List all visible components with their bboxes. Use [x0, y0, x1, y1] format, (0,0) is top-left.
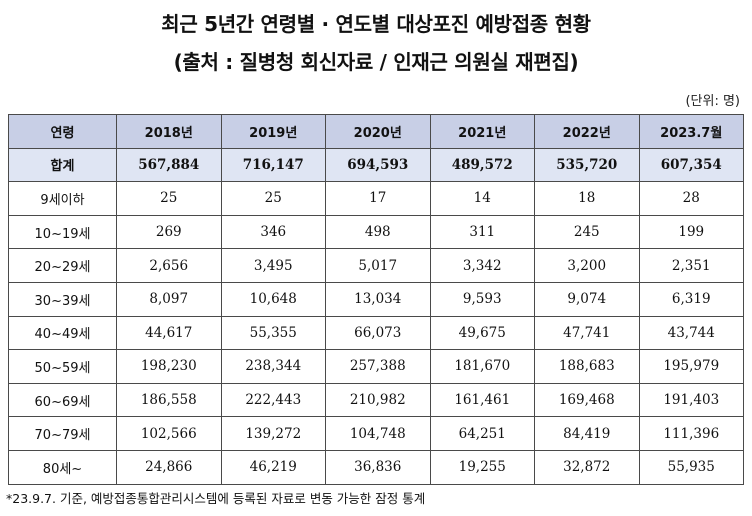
age-group-cell: 20~29세	[8, 248, 117, 283]
count-cell: 17	[325, 181, 431, 216]
count-cell: 210,982	[325, 382, 431, 418]
table-row: 30~39세 8,097 10,648 13,034 9,593 9,074 6,319	[8, 281, 744, 317]
count-cell: 186,558	[116, 382, 222, 418]
vaccination-table: 연령 2018년 2019년 2020년 2021년 2022년 2023.7월…	[8, 114, 744, 485]
source-subtitle: (출처 : 질병청 회신자료 / 인재근 의원실 재편집)	[173, 50, 579, 74]
count-cell: 111,396	[638, 416, 744, 451]
count-cell: 6,319	[638, 281, 744, 317]
total-cell: 567,884	[116, 147, 222, 183]
count-cell: 245	[534, 214, 640, 250]
count-cell: 188,683	[534, 349, 640, 384]
age-group-cell: 9세이하	[8, 181, 117, 216]
count-cell: 49,675	[429, 315, 535, 351]
count-cell: 181,670	[429, 349, 535, 384]
table-row: 40~49세 44,617 55,355 66,073 49,675 47,741 43,7…	[8, 315, 744, 351]
count-cell: 169,468	[534, 382, 640, 418]
total-cell: 535,720	[534, 147, 640, 183]
count-cell: 498	[325, 214, 431, 250]
count-cell: 44,617	[116, 315, 222, 351]
header-2022: 2022년	[534, 114, 640, 149]
count-cell: 25	[116, 181, 222, 216]
count-cell: 269	[116, 214, 222, 250]
count-cell: 195,979	[638, 349, 744, 384]
count-cell: 139,272	[220, 416, 326, 451]
count-cell: 19,255	[429, 449, 535, 485]
header-2021: 2021년	[429, 114, 535, 149]
header-age: 연령	[8, 114, 117, 149]
total-cell: 489,572	[429, 147, 535, 183]
count-cell: 18	[534, 181, 640, 216]
count-cell: 47,741	[534, 315, 640, 351]
table-row: 70~79세 102,566 139,272 104,748 64,251 84,419 1…	[8, 416, 744, 451]
count-cell: 46,219	[220, 449, 326, 485]
table-row: 10~19세 269 346 498 311 245 199	[8, 214, 744, 250]
count-cell: 102,566	[116, 416, 222, 451]
header-2020: 2020년	[325, 114, 431, 149]
count-cell: 43,744	[638, 315, 744, 351]
page-title: 최근 5년간 연령별 · 연도별 대상포진 예방접종 현황	[161, 12, 591, 36]
table-row: 20~29세 2,656 3,495 5,017 3,342 3,200 2,351	[8, 248, 744, 283]
count-cell: 238,344	[220, 349, 326, 384]
count-cell: 64,251	[429, 416, 535, 451]
count-cell: 55,355	[220, 315, 326, 351]
count-cell: 2,351	[638, 248, 744, 283]
count-cell: 199	[638, 214, 744, 250]
count-cell: 104,748	[325, 416, 431, 451]
count-cell: 3,495	[220, 248, 326, 283]
table-row: 60~69세 186,558 222,443 210,982 161,461 169,46…	[8, 382, 744, 418]
table-header-row: 연령 2018년 2019년 2020년 2021년 2022년 2023.7월	[8, 114, 744, 149]
count-cell: 9,074	[534, 281, 640, 317]
count-cell: 66,073	[325, 315, 431, 351]
count-cell: 3,200	[534, 248, 640, 283]
unit-label: (단위: 명)	[685, 94, 740, 109]
count-cell: 5,017	[325, 248, 431, 283]
count-cell: 84,419	[534, 416, 640, 451]
footnote: *23.9.7. 기준, 예방접종통합관리시스템에 등록된 자료로 변동 가능한…	[6, 491, 426, 506]
total-row: 합계 567,884 716,147 694,593 489,572 535,7…	[8, 147, 744, 183]
total-cell: 694,593	[325, 147, 431, 183]
age-group-cell: 70~79세	[8, 416, 117, 451]
count-cell: 198,230	[116, 349, 222, 384]
count-cell: 346	[220, 214, 326, 250]
table-row: 50~59세 198,230 238,344 257,388 181,670 188,68…	[8, 349, 744, 384]
count-cell: 10,648	[220, 281, 326, 317]
count-cell: 3,342	[429, 248, 535, 283]
count-cell: 25	[220, 181, 326, 216]
count-cell: 13,034	[325, 281, 431, 317]
age-group-cell: 50~59세	[8, 349, 117, 384]
total-cell: 716,147	[220, 147, 326, 183]
table-row: 80세~ 24,866 46,219 36,836 19,255 32,872 55,935	[8, 449, 744, 485]
header-2019: 2019년	[220, 114, 326, 149]
total-label: 합계	[8, 147, 117, 183]
age-group-cell: 30~39세	[8, 281, 117, 317]
count-cell: 24,866	[116, 449, 222, 485]
count-cell: 311	[429, 214, 535, 250]
header-2023: 2023.7월	[638, 114, 744, 149]
table-row: 9세이하 25 25 17 14 18 28	[8, 181, 744, 216]
count-cell: 8,097	[116, 281, 222, 317]
age-group-cell: 80세~	[8, 449, 117, 485]
count-cell: 14	[429, 181, 535, 216]
count-cell: 55,935	[638, 449, 744, 485]
total-cell: 607,354	[638, 147, 744, 183]
count-cell: 257,388	[325, 349, 431, 384]
count-cell: 222,443	[220, 382, 326, 418]
age-group-cell: 10~19세	[8, 214, 117, 250]
count-cell: 32,872	[534, 449, 640, 485]
count-cell: 28	[638, 181, 744, 216]
header-2018: 2018년	[116, 114, 222, 149]
count-cell: 191,403	[638, 382, 744, 418]
count-cell: 9,593	[429, 281, 535, 317]
count-cell: 161,461	[429, 382, 535, 418]
count-cell: 36,836	[325, 449, 431, 485]
count-cell: 2,656	[116, 248, 222, 283]
age-group-cell: 60~69세	[8, 382, 117, 418]
age-group-cell: 40~49세	[8, 315, 117, 351]
